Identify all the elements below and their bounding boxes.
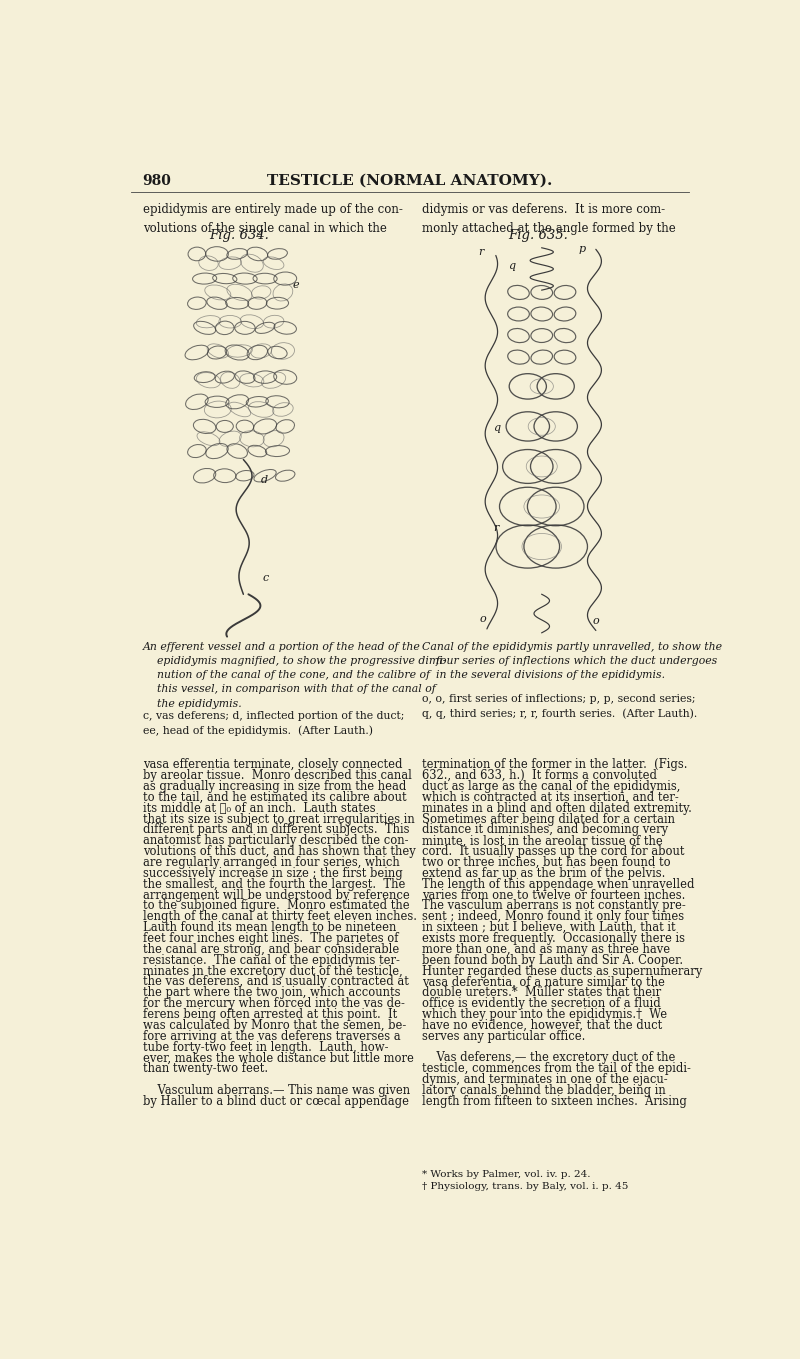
Text: the smallest, and the fourth the largest.  The: the smallest, and the fourth the largest… (142, 878, 405, 890)
Text: tube forty-two feet in length.  Lauth, how-: tube forty-two feet in length. Lauth, ho… (142, 1041, 388, 1053)
Text: have no evidence, however, that the duct: have no evidence, however, that the duct (422, 1019, 662, 1031)
Text: the canal are strong, and bear considerable: the canal are strong, and bear considera… (142, 943, 399, 955)
Text: o: o (480, 614, 486, 624)
Text: for the mercury when forced into the vas de-: for the mercury when forced into the vas… (142, 998, 405, 1010)
Text: didymis or vas deferens.  It is more com-
monly attached at the angle formed by : didymis or vas deferens. It is more com-… (422, 202, 675, 235)
Text: 632., and 633, h.)  It forms a convoluted: 632., and 633, h.) It forms a convoluted (422, 769, 657, 783)
Text: distance it diminishes, and becoming very: distance it diminishes, and becoming ver… (422, 824, 668, 836)
Text: the vas deferens, and is usually contracted at: the vas deferens, and is usually contrac… (142, 976, 409, 988)
Text: minute, is lost in the areolar tissue of the: minute, is lost in the areolar tissue of… (422, 834, 662, 847)
Text: testicle, commences from the tail of the epidi-: testicle, commences from the tail of the… (422, 1063, 690, 1075)
Text: minates in a blind and often dilated extremity.: minates in a blind and often dilated ext… (422, 802, 691, 814)
Text: been found both by Lauth and Sir A. Cooper.: been found both by Lauth and Sir A. Coop… (422, 954, 682, 966)
Text: by Haller to a blind duct or cœcal appendage: by Haller to a blind duct or cœcal appen… (142, 1095, 409, 1108)
Text: duct as large as the canal of the epididymis,: duct as large as the canal of the epidid… (422, 780, 680, 794)
Text: sent ; indeed, Monro found it only four times: sent ; indeed, Monro found it only four … (422, 911, 684, 923)
Text: r: r (478, 247, 483, 257)
Text: to the tail, and he estimated its calibre about: to the tail, and he estimated its calibr… (142, 791, 406, 805)
Text: are regularly arranged in four series, which: are regularly arranged in four series, w… (142, 856, 399, 868)
Text: Vasculum aberrans.— This name was given: Vasculum aberrans.— This name was given (142, 1084, 410, 1097)
Text: than twenty-two feet.: than twenty-two feet. (142, 1063, 268, 1075)
Text: Lauth found its mean length to be nineteen: Lauth found its mean length to be ninete… (142, 921, 396, 934)
Text: termination of the former in the latter.  (Figs.: termination of the former in the latter.… (422, 758, 687, 772)
Text: different parts and in different subjects.  This: different parts and in different subject… (142, 824, 409, 836)
Text: length from fifteen to sixteen inches.  Arising: length from fifteen to sixteen inches. A… (422, 1095, 686, 1108)
Text: double ureters.*  Müller states that their: double ureters.* Müller states that thei… (422, 987, 661, 999)
Text: Vas deferens,— the excretory duct of the: Vas deferens,— the excretory duct of the (422, 1052, 675, 1064)
Text: An efferent vessel and a portion of the head of the
    epididymis magnified, to: An efferent vessel and a portion of the … (142, 641, 446, 708)
Text: TESTICLE (NORMAL ANATOMY).: TESTICLE (NORMAL ANATOMY). (267, 174, 553, 188)
Text: † Physiology, trans. by Baly, vol. i. p. 45: † Physiology, trans. by Baly, vol. i. p.… (422, 1182, 628, 1190)
Text: two or three inches, but has been found to: two or three inches, but has been found … (422, 856, 670, 868)
Text: ferens being often arrested at this point.  It: ferens being often arrested at this poin… (142, 1008, 397, 1021)
Text: dymis, and terminates in one of the ejacu-: dymis, and terminates in one of the ejac… (422, 1074, 667, 1086)
Text: extend as far up as the brim of the pelvis.: extend as far up as the brim of the pelv… (422, 867, 665, 879)
Text: 980: 980 (142, 174, 171, 188)
Text: o: o (593, 616, 600, 625)
Text: q: q (493, 423, 500, 434)
Text: by areolar tissue.  Monro described this canal: by areolar tissue. Monro described this … (142, 769, 411, 783)
Text: the part where the two join, which accounts: the part where the two join, which accou… (142, 987, 400, 999)
Text: * Works by Palmer, vol. iv. p. 24.: * Works by Palmer, vol. iv. p. 24. (422, 1170, 590, 1180)
Text: as gradually increasing in size from the head: as gradually increasing in size from the… (142, 780, 406, 794)
Text: that its size is subject to great irregularities in: that its size is subject to great irregu… (142, 813, 414, 825)
Text: resistance.  The canal of the epididymis ter-: resistance. The canal of the epididymis … (142, 954, 399, 966)
Text: Fig. 635.: Fig. 635. (508, 228, 568, 242)
Text: which they pour into the epididymis.†  We: which they pour into the epididymis.† We (422, 1008, 666, 1021)
Text: o, o, first series of inflections; p, p, second series;
q, q, third series; r, r: o, o, first series of inflections; p, p,… (422, 694, 697, 719)
Text: c: c (262, 573, 269, 583)
Text: q: q (509, 261, 515, 272)
Text: serves any particular office.: serves any particular office. (422, 1030, 585, 1042)
Text: varies from one to twelve or fourteen inches.: varies from one to twelve or fourteen in… (422, 889, 685, 901)
Text: more than one, and as many as three have: more than one, and as many as three have (422, 943, 670, 955)
Text: feet four inches eight lines.  The parietes of: feet four inches eight lines. The pariet… (142, 932, 398, 945)
Text: p: p (579, 243, 586, 254)
Text: was calculated by Monro that the semen, be-: was calculated by Monro that the semen, … (142, 1019, 406, 1031)
Text: vasa deferentia, of a nature similar to the: vasa deferentia, of a nature similar to … (422, 976, 665, 988)
Text: The vasculum aberrans is not constantly pre-: The vasculum aberrans is not constantly … (422, 900, 686, 912)
Text: length of the canal at thirty feet eleven inches.: length of the canal at thirty feet eleve… (142, 911, 417, 923)
Text: Sometimes after being dilated for a certain: Sometimes after being dilated for a cert… (422, 813, 674, 825)
Text: Canal of the epididymis partly unravelled, to show the
    four series of inflec: Canal of the epididymis partly unravelle… (422, 641, 722, 681)
Text: to the subjoined figure.  Monro estimated the: to the subjoined figure. Monro estimated… (142, 900, 410, 912)
Text: which is contracted at its insertion, and ter-: which is contracted at its insertion, an… (422, 791, 678, 805)
Text: successively increase in size ; the first being: successively increase in size ; the firs… (142, 867, 402, 879)
Text: d: d (262, 474, 268, 485)
Text: minates in the excretory duct of the testicle,: minates in the excretory duct of the tes… (142, 965, 402, 977)
Text: volutions of this duct, and has shown that they: volutions of this duct, and has shown th… (142, 845, 415, 858)
Text: vasa efferentia terminate, closely connected: vasa efferentia terminate, closely conne… (142, 758, 402, 772)
Text: office is evidently the secretion of a fluid: office is evidently the secretion of a f… (422, 998, 660, 1010)
Text: exists more frequently.  Occasionally there is: exists more frequently. Occasionally the… (422, 932, 685, 945)
Text: ever, makes the whole distance but little more: ever, makes the whole distance but littl… (142, 1052, 414, 1064)
Text: Fig. 634.: Fig. 634. (210, 228, 270, 242)
Text: arrangement will be understood by reference: arrangement will be understood by refere… (142, 889, 410, 901)
Text: The length of this appendage when unravelled: The length of this appendage when unrave… (422, 878, 694, 890)
Text: c, vas deferens; d, inflected portion of the duct;
ee, head of the epididymis.  : c, vas deferens; d, inflected portion of… (142, 711, 404, 737)
Text: anatomist has particularly described the con-: anatomist has particularly described the… (142, 834, 408, 847)
Text: r: r (493, 523, 498, 533)
Text: e: e (292, 280, 299, 289)
Text: its middle at ᵯ₀ of an inch.  Lauth states: its middle at ᵯ₀ of an inch. Lauth state… (142, 802, 375, 814)
Text: in sixteen ; but I believe, with Lauth, that it: in sixteen ; but I believe, with Lauth, … (422, 921, 675, 934)
Text: cord.  It usually passes up the cord for about: cord. It usually passes up the cord for … (422, 845, 684, 858)
Text: latory canals behind the bladder, being in: latory canals behind the bladder, being … (422, 1084, 666, 1097)
Text: Hunter regarded these ducts as supernumerary: Hunter regarded these ducts as supernume… (422, 965, 702, 977)
Text: fore arriving at the vas deferens traverses a: fore arriving at the vas deferens traver… (142, 1030, 400, 1042)
Text: epididymis are entirely made up of the con-
volutions of the single canal in whi: epididymis are entirely made up of the c… (142, 202, 402, 235)
